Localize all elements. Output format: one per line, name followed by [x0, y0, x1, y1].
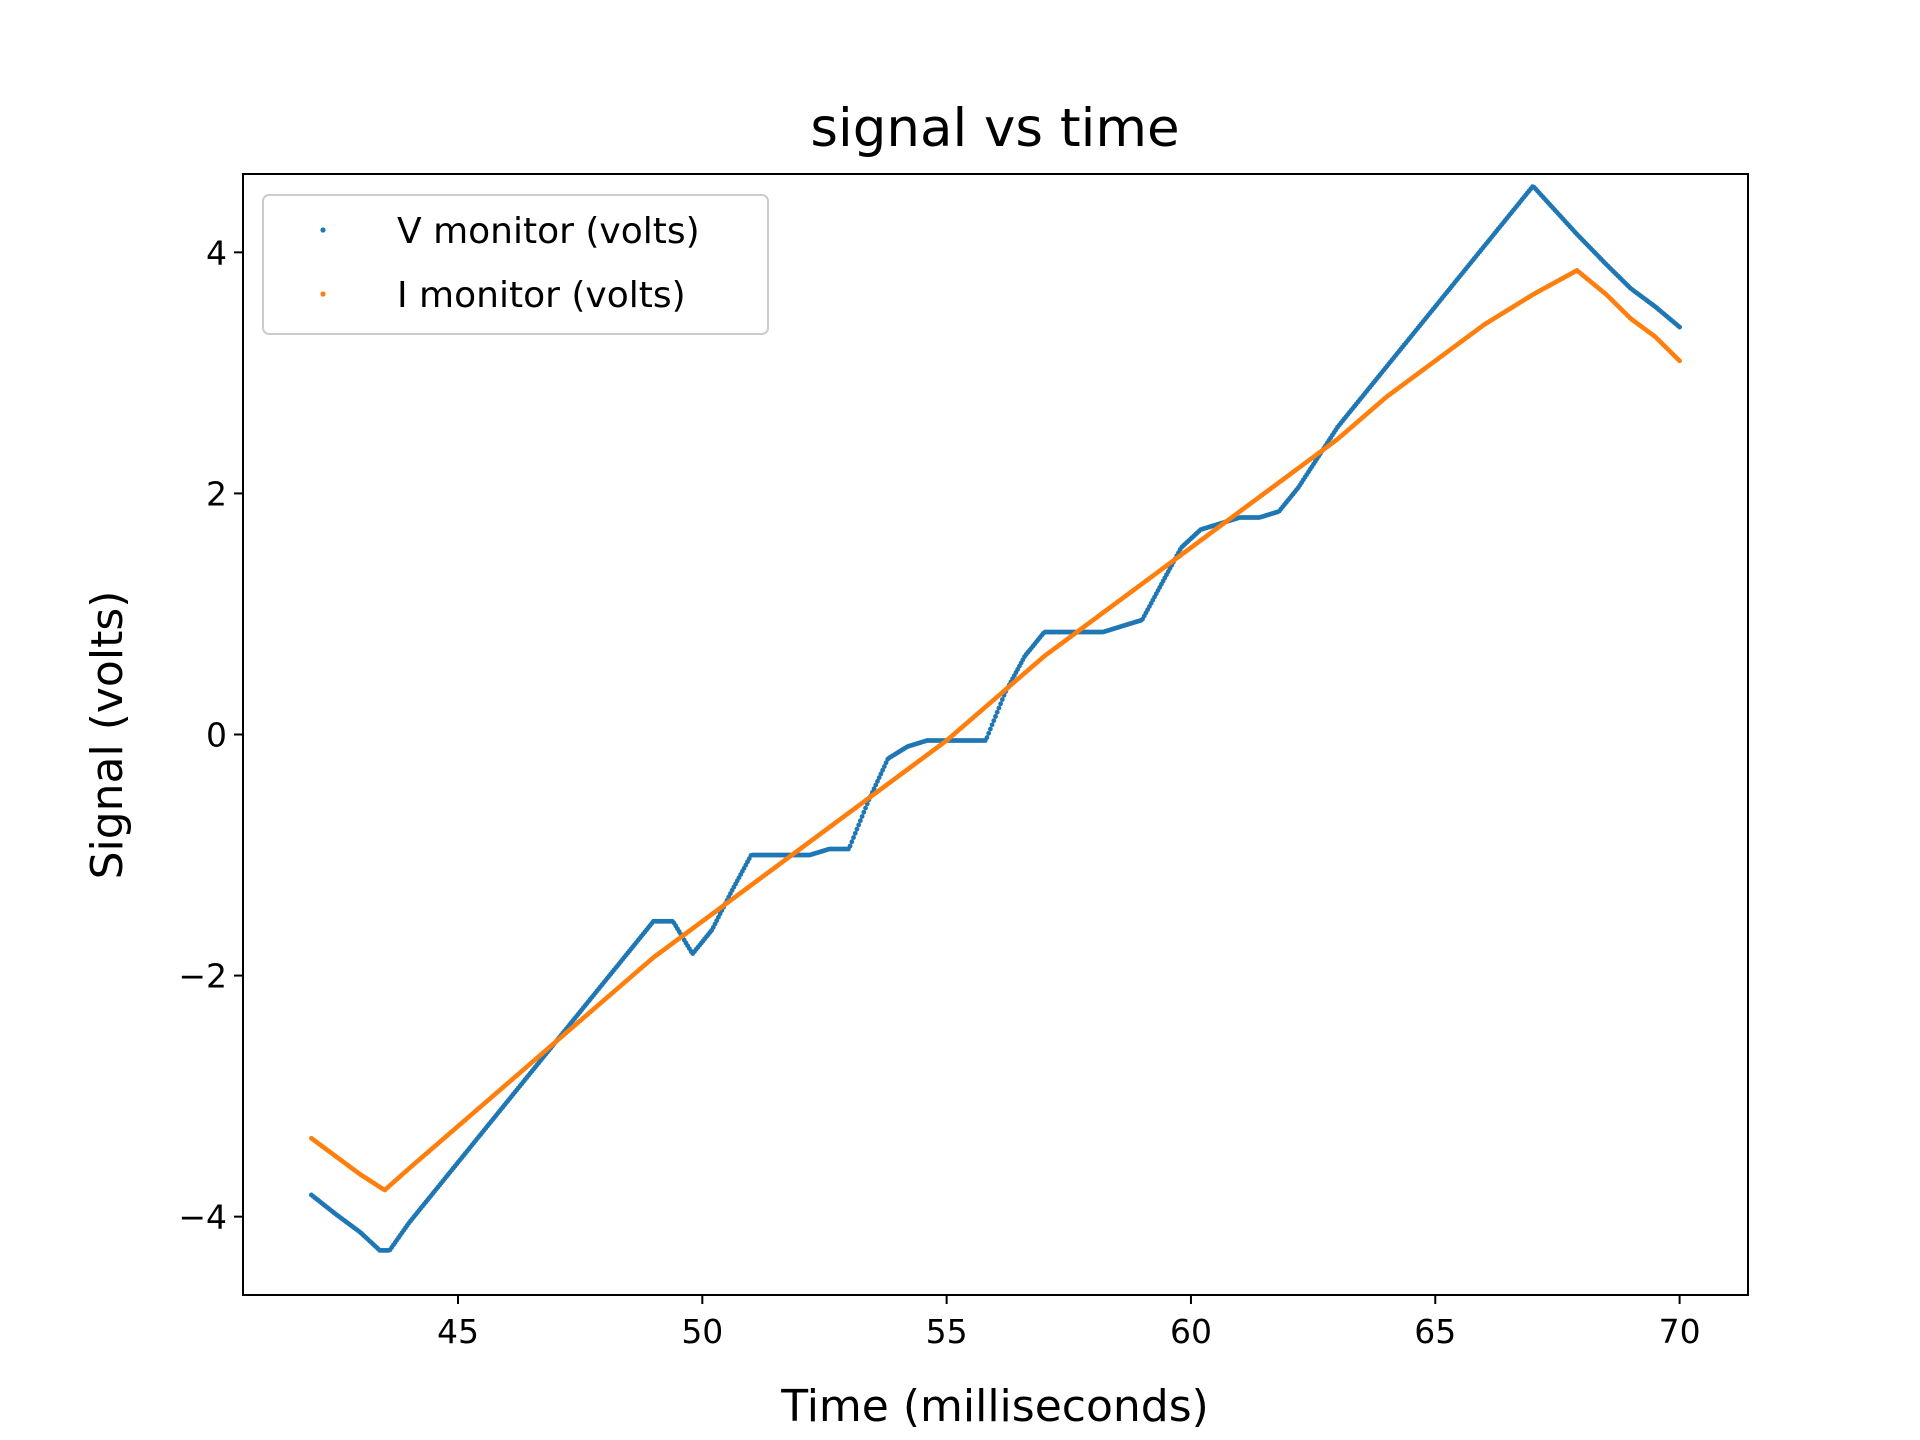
y-axis: −4 −2 0 2 4: [178, 233, 243, 1237]
series-i-monitor: [309, 268, 1682, 1193]
y-axis-title: Signal (volts): [82, 591, 133, 880]
data-point: [881, 764, 887, 769]
data-point: [847, 843, 853, 849]
legend-marker-i-monitor: [320, 291, 326, 297]
data-point: [876, 775, 882, 780]
data-point: [996, 705, 1002, 711]
x-axis: 45 50 55 60 65 70: [437, 1295, 1701, 1351]
chart-title: signal vs time: [810, 98, 1179, 159]
x-axis-title: Time (milliseconds): [780, 1381, 1209, 1432]
data-point: [987, 726, 993, 732]
x-tick-label: 45: [437, 1312, 479, 1351]
data-point: [883, 760, 889, 766]
data-point: [875, 778, 880, 784]
data-point: [993, 714, 998, 719]
legend-box: [262, 194, 769, 335]
data-point: [989, 722, 995, 728]
legend-label-v-monitor: V monitor (volts): [397, 211, 700, 252]
y-tick-label: 4: [206, 233, 227, 272]
x-tick-label: 65: [1414, 1312, 1456, 1351]
data-point: [880, 767, 886, 773]
data-point: [857, 818, 863, 824]
data-point: [999, 697, 1005, 702]
data-point: [859, 814, 865, 819]
data-point: [878, 771, 884, 777]
data-point: [1677, 324, 1682, 330]
data-point: [1677, 358, 1682, 364]
data-point: [852, 830, 858, 836]
x-tick-label: 60: [1170, 1312, 1212, 1351]
data-point: [856, 822, 862, 828]
series-v-monitor: [309, 184, 1682, 1253]
data-point: [873, 782, 879, 788]
data-point: [854, 826, 860, 832]
legend: V monitor (volts) I monitor (volts): [262, 194, 769, 335]
x-tick-label: 55: [926, 1312, 968, 1351]
data-point: [984, 735, 990, 740]
legend-marker-v-monitor: [320, 227, 326, 233]
data-point: [863, 805, 868, 811]
y-tick-label: −4: [178, 1198, 227, 1237]
y-tick-label: 0: [206, 716, 227, 755]
data-point: [871, 786, 877, 792]
y-tick-label: 2: [206, 474, 227, 513]
data-point: [986, 730, 992, 736]
data-point: [994, 709, 1000, 715]
series-layer: [309, 184, 1682, 1253]
data-point: [998, 701, 1004, 707]
data-point: [851, 835, 856, 840]
x-tick-label: 70: [1659, 1312, 1701, 1351]
x-tick-label: 50: [681, 1312, 723, 1351]
data-point: [849, 839, 855, 845]
y-tick-label: −2: [178, 957, 227, 996]
data-point: [991, 718, 997, 724]
data-point: [861, 809, 867, 815]
legend-label-i-monitor: I monitor (volts): [397, 275, 686, 316]
